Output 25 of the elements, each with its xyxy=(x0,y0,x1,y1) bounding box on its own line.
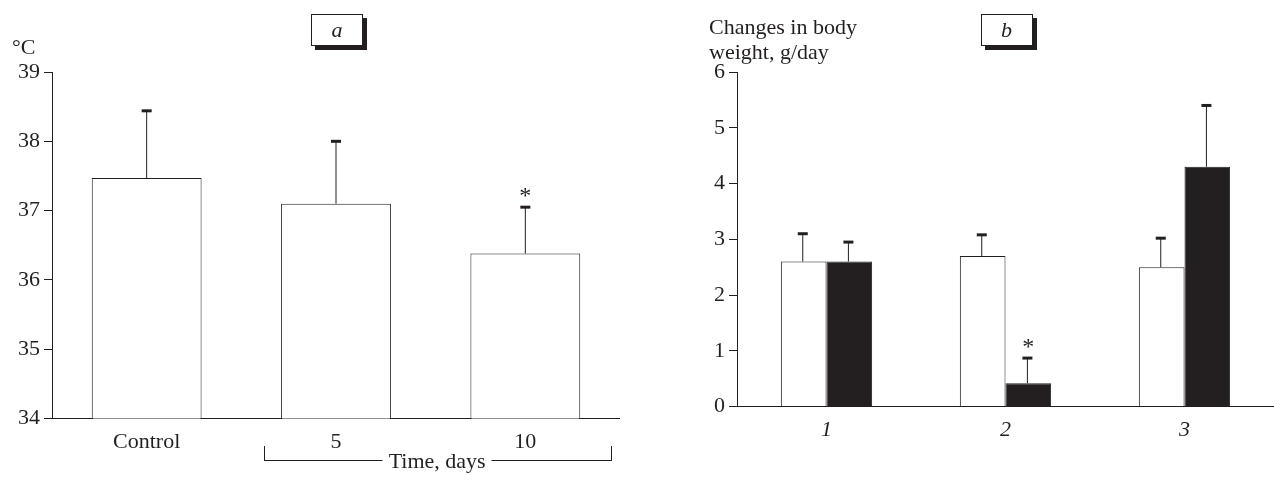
y-axis-title: Changes in body weight, g/day xyxy=(709,14,858,64)
y-tick-label: 39 xyxy=(18,57,40,83)
x-tick-label: 10 xyxy=(514,427,537,453)
y-tick-label: 2 xyxy=(714,280,725,306)
x-tick-label: 3 xyxy=(1178,415,1190,441)
y-tick-label: 34 xyxy=(18,404,40,430)
x-tick-label: 1 xyxy=(821,415,832,441)
y-tick-label: 5 xyxy=(714,113,725,139)
x-tick-label: Control xyxy=(113,427,181,453)
y-tick-label: 37 xyxy=(18,196,40,222)
annotation: * xyxy=(519,182,532,209)
chart-title: b xyxy=(980,14,1033,46)
y-tick-label: 1 xyxy=(714,336,725,362)
y-tick-label: 3 xyxy=(714,225,725,251)
y-tick-label: 36 xyxy=(18,265,40,291)
x-tick-label: 2 xyxy=(1000,415,1011,441)
y-tick-label: 35 xyxy=(18,335,40,361)
y-axis-title: °C xyxy=(12,34,36,59)
text: Time, days xyxy=(382,447,492,473)
y-tick-label: 38 xyxy=(18,127,40,153)
y-tick-label: 0 xyxy=(714,392,725,418)
annotation: * xyxy=(1022,333,1035,360)
chart-title: a xyxy=(311,14,363,46)
x-tick-label: 5 xyxy=(330,427,342,453)
y-tick-label: 4 xyxy=(714,169,725,195)
